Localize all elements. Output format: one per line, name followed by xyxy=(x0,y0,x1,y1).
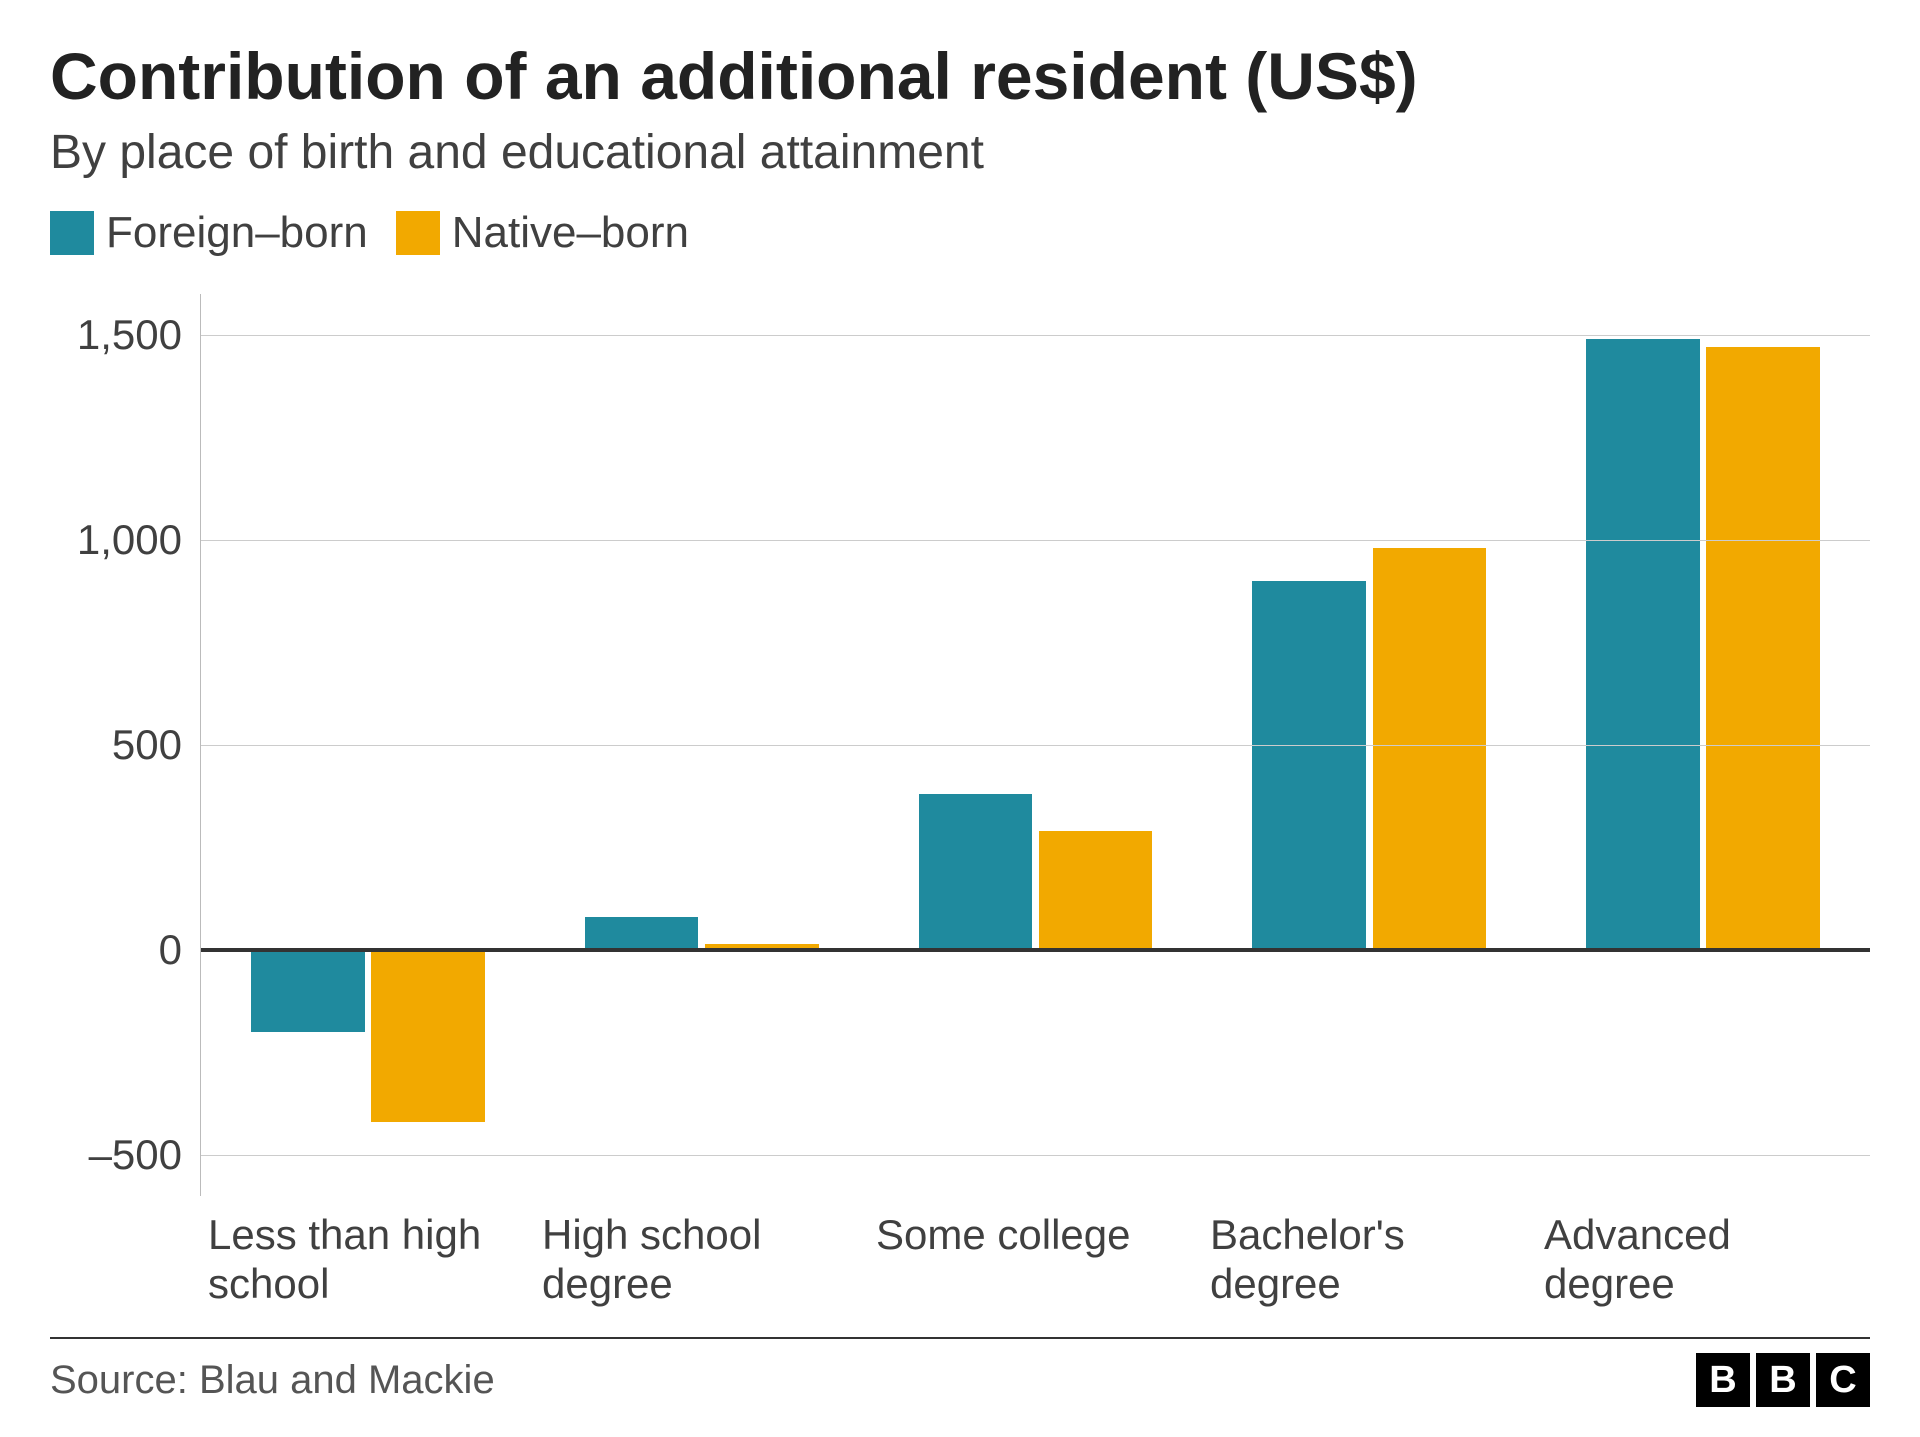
legend-swatch xyxy=(396,211,440,255)
gridline xyxy=(201,1155,1870,1156)
bar xyxy=(1252,581,1365,950)
bar xyxy=(1373,548,1486,950)
footer: Source: Blau and Mackie BBC xyxy=(50,1337,1870,1407)
bar xyxy=(1586,339,1699,950)
legend: Foreign–born Native–born xyxy=(50,208,1870,258)
legend-label: Native–born xyxy=(452,208,689,258)
bar xyxy=(1706,347,1819,950)
bar xyxy=(1039,831,1152,950)
bar xyxy=(919,794,1032,950)
x-tick-label: High school degree xyxy=(534,1210,868,1309)
bar xyxy=(585,917,698,950)
bar xyxy=(251,950,364,1032)
bbc-block: B xyxy=(1756,1353,1810,1407)
gridline xyxy=(201,745,1870,746)
bbc-block: B xyxy=(1696,1353,1750,1407)
x-tick-label: Bachelor's degree xyxy=(1202,1210,1536,1309)
y-axis: –500 0 500 1,000 1,500 xyxy=(50,294,200,1196)
legend-label: Foreign–born xyxy=(106,208,368,258)
bbc-block: C xyxy=(1816,1353,1870,1407)
x-axis: Less than high schoolHigh school degreeS… xyxy=(200,1210,1870,1309)
chart-title: Contribution of an additional resident (… xyxy=(50,40,1870,113)
gridline xyxy=(201,540,1870,541)
legend-item: Native–born xyxy=(396,208,689,258)
source-text: Source: Blau and Mackie xyxy=(50,1358,495,1403)
x-tick-label: Some college xyxy=(868,1210,1202,1309)
y-tick-label: 0 xyxy=(159,926,182,974)
y-tick-label: 1,000 xyxy=(77,516,182,564)
bbc-logo: BBC xyxy=(1696,1353,1870,1407)
y-tick-label: –500 xyxy=(89,1131,182,1179)
bar xyxy=(371,950,484,1122)
legend-item: Foreign–born xyxy=(50,208,368,258)
chart-subtitle: By place of birth and educational attain… xyxy=(50,125,1870,180)
gridline xyxy=(201,335,1870,336)
legend-swatch xyxy=(50,211,94,255)
plot-area xyxy=(200,294,1870,1196)
chart: –500 0 500 1,000 1,500 Less than high school… xyxy=(50,294,1870,1309)
y-tick-label: 500 xyxy=(112,721,182,769)
zero-line xyxy=(201,948,1870,952)
x-tick-label: Less than high school xyxy=(200,1210,534,1309)
x-tick-label: Advanced degree xyxy=(1536,1210,1870,1309)
y-tick-label: 1,500 xyxy=(77,311,182,359)
